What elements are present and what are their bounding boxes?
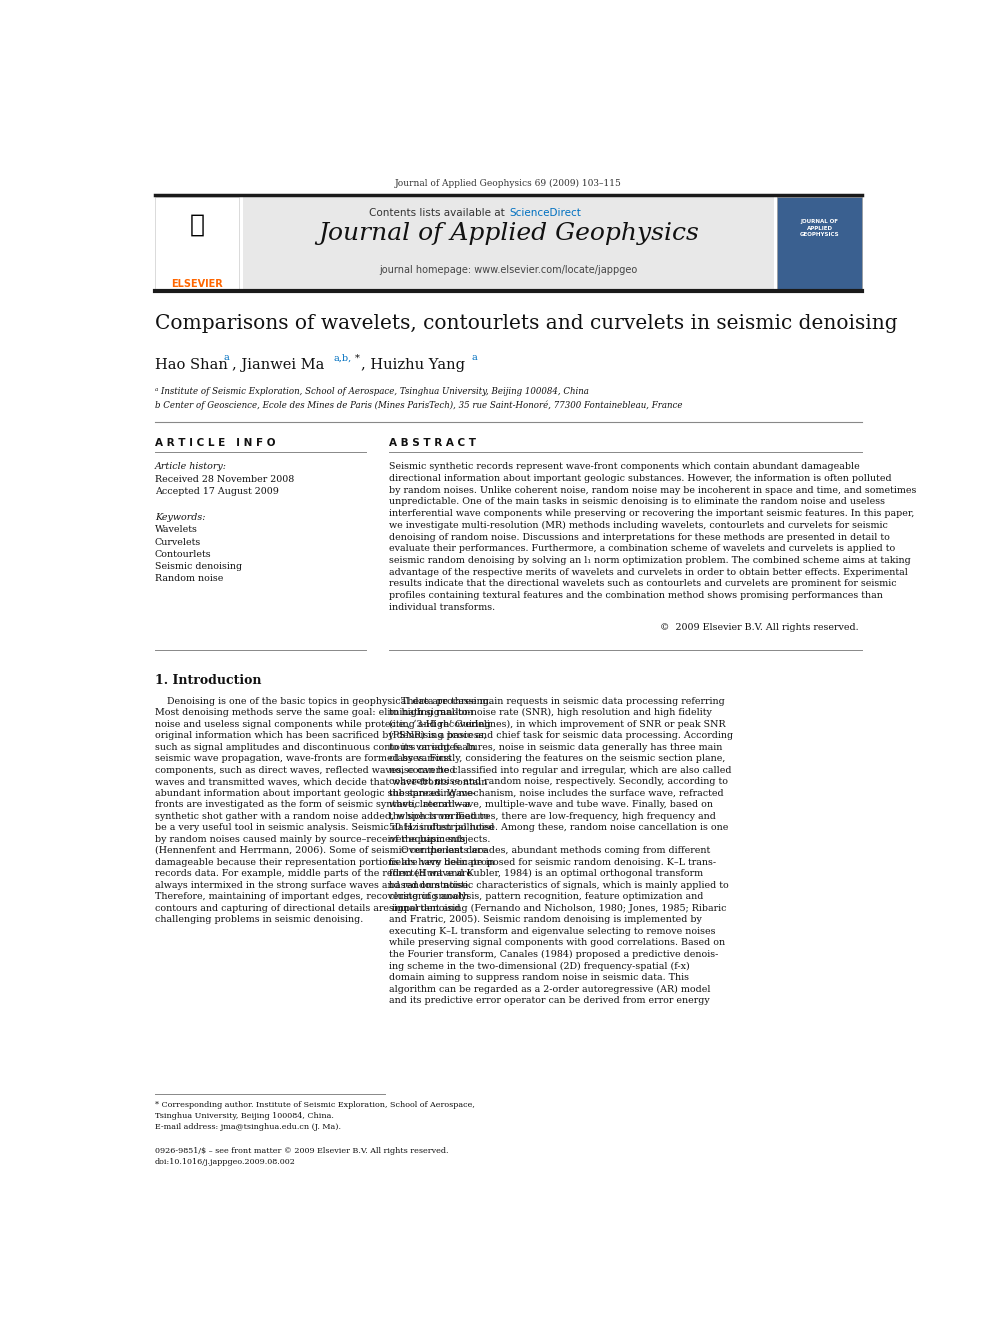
Text: , Jianwei Ma: , Jianwei Ma bbox=[231, 359, 324, 373]
Text: ScienceDirect: ScienceDirect bbox=[509, 208, 581, 218]
Text: (i.e., ‘3-High’ Guidelines), in which improvement of SNR or peak SNR: (i.e., ‘3-High’ Guidelines), in which im… bbox=[389, 720, 726, 729]
Text: damageable because their representation portions are very delicate in: damageable because their representation … bbox=[155, 857, 495, 867]
Text: a: a bbox=[224, 353, 230, 363]
Text: fields have been proposed for seismic random denoising. K–L trans-: fields have been proposed for seismic ra… bbox=[389, 857, 716, 867]
Text: based on statistic characteristics of signals, which is mainly applied to: based on statistic characteristics of si… bbox=[389, 881, 729, 890]
Text: coherent noise and random noise, respectively. Secondly, according to: coherent noise and random noise, respect… bbox=[389, 777, 728, 786]
Text: Hao Shan: Hao Shan bbox=[155, 359, 227, 373]
Text: Journal of Applied Geophysics: Journal of Applied Geophysics bbox=[318, 222, 698, 245]
Text: JOURNAL OF
APPLIED
GEOPHYSICS: JOURNAL OF APPLIED GEOPHYSICS bbox=[800, 218, 839, 237]
Text: the Fourier transform, Canales (1984) proposed a predictive denois-: the Fourier transform, Canales (1984) pr… bbox=[389, 950, 718, 959]
Text: and Fratric, 2005). Seismic random denoising is implemented by: and Fratric, 2005). Seismic random denoi… bbox=[389, 916, 702, 925]
Text: evaluate their performances. Furthermore, a combination scheme of wavelets and c: evaluate their performances. Furthermore… bbox=[389, 544, 896, 553]
Text: A B S T R A C T: A B S T R A C T bbox=[389, 438, 476, 448]
Text: (Hennenfent and Herrmann, 2006). Some of seismic components are: (Hennenfent and Herrmann, 2006). Some of… bbox=[155, 847, 487, 856]
Text: original information which has been sacrificed by denoising process,: original information which has been sacr… bbox=[155, 732, 486, 740]
Text: noise and useless signal components while protecting and recovering: noise and useless signal components whil… bbox=[155, 720, 490, 729]
Text: we investigate multi-resolution (MR) methods including wavelets, contourlets and: we investigate multi-resolution (MR) met… bbox=[389, 521, 888, 531]
Text: abundant information about important geologic substances. Wave-: abundant information about important geo… bbox=[155, 789, 475, 798]
Text: ©  2009 Elsevier B.V. All rights reserved.: © 2009 Elsevier B.V. All rights reserved… bbox=[660, 623, 858, 632]
Text: ᵃ Institute of Seismic Exploration, School of Aerospace, Tsinghua University, Be: ᵃ Institute of Seismic Exploration, Scho… bbox=[155, 386, 588, 396]
Text: Journal of Applied Geophysics 69 (2009) 103–115: Journal of Applied Geophysics 69 (2009) … bbox=[395, 179, 622, 188]
Text: , Huizhu Yang: , Huizhu Yang bbox=[361, 359, 465, 373]
Text: Contents lists available at: Contents lists available at bbox=[369, 208, 508, 218]
Text: Received 28 November 2008: Received 28 November 2008 bbox=[155, 475, 294, 484]
Text: waves and transmitted waves, which decide that wave-fronts contain: waves and transmitted waves, which decid… bbox=[155, 777, 487, 786]
Text: fronts are investigated as the form of seismic synthetic record—a: fronts are investigated as the form of s… bbox=[155, 800, 470, 810]
FancyBboxPatch shape bbox=[155, 197, 239, 290]
Text: such as signal amplitudes and discontinuous contours or edges. In: such as signal amplitudes and discontinu… bbox=[155, 742, 475, 751]
Text: seismic wave propagation, wave-fronts are formed by various: seismic wave propagation, wave-fronts ar… bbox=[155, 754, 451, 763]
Text: noise can be classified into regular and irregular, which are also called: noise can be classified into regular and… bbox=[389, 766, 732, 775]
Text: domain aiming to suppress random noise in seismic data. This: domain aiming to suppress random noise i… bbox=[389, 972, 689, 982]
Text: Over the last decades, abundant methods coming from different: Over the last decades, abundant methods … bbox=[389, 847, 710, 855]
Text: Tsinghua University, Beijing 100084, China.: Tsinghua University, Beijing 100084, Chi… bbox=[155, 1113, 333, 1121]
Text: and its predictive error operator can be derived from error energy: and its predictive error operator can be… bbox=[389, 996, 710, 1005]
Text: always intermixed in the strong surface waves and random noise.: always intermixed in the strong surface … bbox=[155, 881, 471, 890]
Text: clustering analysis, pattern recognition, feature optimization and: clustering analysis, pattern recognition… bbox=[389, 892, 703, 901]
FancyBboxPatch shape bbox=[778, 197, 862, 290]
Text: doi:10.1016/j.jappgeo.2009.08.002: doi:10.1016/j.jappgeo.2009.08.002 bbox=[155, 1158, 296, 1166]
Text: to its variant features, noise in seismic data generally has three main: to its variant features, noise in seismi… bbox=[389, 742, 722, 751]
Text: * Corresponding author. Institute of Seismic Exploration, School of Aerospace,: * Corresponding author. Institute of Sei… bbox=[155, 1101, 474, 1109]
Text: 50 Hz industrial noise. Among these, random noise cancellation is one: 50 Hz industrial noise. Among these, ran… bbox=[389, 823, 728, 832]
Text: b Center of Geoscience, Ecole des Mines de Paris (Mines ParisTech), 35 rue Saint: b Center of Geoscience, Ecole des Mines … bbox=[155, 400, 682, 410]
Text: Keywords:: Keywords: bbox=[155, 513, 205, 523]
Text: Therefore, maintaining of important edges, recovering of smooth: Therefore, maintaining of important edge… bbox=[155, 892, 468, 901]
Text: the spectrum features, there are low-frequency, high frequency and: the spectrum features, there are low-fre… bbox=[389, 812, 716, 820]
Text: Seismic synthetic records represent wave-front components which contain abundant: Seismic synthetic records represent wave… bbox=[389, 462, 860, 471]
Text: directional information about important geologic substances. However, the inform: directional information about important … bbox=[389, 474, 892, 483]
Text: Contourlets: Contourlets bbox=[155, 550, 211, 558]
Text: while preserving signal components with good correlations. Based on: while preserving signal components with … bbox=[389, 938, 725, 947]
Text: synthetic shot gather with a random noise added, which is verified to: synthetic shot gather with a random nois… bbox=[155, 812, 489, 820]
Text: Denoising is one of the basic topics in geophysical data processing.: Denoising is one of the basic topics in … bbox=[155, 697, 492, 705]
Text: individual transforms.: individual transforms. bbox=[389, 603, 495, 613]
Text: wave, lateral wave, multiple-wave and tube wave. Finally, based on: wave, lateral wave, multiple-wave and tu… bbox=[389, 800, 713, 810]
Text: 🌳: 🌳 bbox=[189, 213, 204, 237]
Text: interferential wave components while preserving or recovering the important seis: interferential wave components while pre… bbox=[389, 509, 915, 519]
Text: A R T I C L E   I N F O: A R T I C L E I N F O bbox=[155, 438, 275, 448]
Text: executing K–L transform and eigenvalue selecting to remove noises: executing K–L transform and eigenvalue s… bbox=[389, 927, 716, 935]
Text: *: * bbox=[355, 353, 359, 363]
Text: signal denoising (Fernando and Nicholson, 1980; Jones, 1985; Ribaric: signal denoising (Fernando and Nicholson… bbox=[389, 904, 727, 913]
FancyBboxPatch shape bbox=[243, 197, 774, 290]
Text: journal homepage: www.elsevier.com/locate/jappgeo: journal homepage: www.elsevier.com/locat… bbox=[379, 265, 638, 275]
Text: ELSEVIER: ELSEVIER bbox=[172, 279, 223, 288]
Text: components, such as direct waves, reflected waves, converted: components, such as direct waves, reflec… bbox=[155, 766, 455, 775]
Text: algorithm can be regarded as a 2-order autoregressive (AR) model: algorithm can be regarded as a 2-order a… bbox=[389, 984, 710, 994]
Text: Random noise: Random noise bbox=[155, 574, 223, 583]
Text: 0926-9851/$ – see front matter © 2009 Elsevier B.V. All rights reserved.: 0926-9851/$ – see front matter © 2009 El… bbox=[155, 1147, 448, 1155]
Text: 1. Introduction: 1. Introduction bbox=[155, 675, 261, 687]
Text: form (Hunt and Kubler, 1984) is an optimal orthogonal transform: form (Hunt and Kubler, 1984) is an optim… bbox=[389, 869, 703, 878]
Text: Accepted 17 August 2009: Accepted 17 August 2009 bbox=[155, 487, 279, 496]
Text: Comparisons of wavelets, contourlets and curvelets in seismic denoising: Comparisons of wavelets, contourlets and… bbox=[155, 314, 898, 332]
Text: be a very useful tool in seismic analysis. Seismic data is often polluted: be a very useful tool in seismic analysi… bbox=[155, 823, 494, 832]
Text: denoising of random noise. Discussions and interpretations for these methods are: denoising of random noise. Discussions a… bbox=[389, 533, 890, 541]
Text: profiles containing textural features and the combination method shows promising: profiles containing textural features an… bbox=[389, 591, 883, 601]
Text: classes. Firstly, considering the features on the seismic section plane,: classes. Firstly, considering the featur… bbox=[389, 754, 725, 763]
Text: (PSNR) is a basic and chief task for seismic data processing. According: (PSNR) is a basic and chief task for sei… bbox=[389, 732, 733, 741]
Text: to high signal-to-noise rate (SNR), high resolution and high fidelity: to high signal-to-noise rate (SNR), high… bbox=[389, 708, 712, 717]
Text: a: a bbox=[471, 353, 477, 363]
Text: There are three main requests in seismic data processing referring: There are three main requests in seismic… bbox=[389, 697, 725, 705]
Text: seismic random denoising by solving an l₁ norm optimization problem. The combine: seismic random denoising by solving an l… bbox=[389, 556, 911, 565]
Text: by random noises caused mainly by source–receiver equipments: by random noises caused mainly by source… bbox=[155, 835, 465, 844]
Text: the spreading mechanism, noise includes the surface wave, refracted: the spreading mechanism, noise includes … bbox=[389, 789, 724, 798]
Text: advantage of the respective merits of wavelets and curvelets in order to obtain : advantage of the respective merits of wa… bbox=[389, 568, 908, 577]
Text: unpredictable. One of the main tasks in seismic denoising is to eliminate the ra: unpredictable. One of the main tasks in … bbox=[389, 497, 885, 507]
Text: ing scheme in the two-dimensional (2D) frequency-spatial (f-x): ing scheme in the two-dimensional (2D) f… bbox=[389, 962, 690, 971]
Text: challenging problems in seismic denoising.: challenging problems in seismic denoisin… bbox=[155, 916, 363, 925]
Text: Wavelets: Wavelets bbox=[155, 525, 197, 534]
Text: results indicate that the directional wavelets such as contourlets and curvelets: results indicate that the directional wa… bbox=[389, 579, 897, 589]
Text: by random noises. Unlike coherent noise, random noise may be incoherent in space: by random noises. Unlike coherent noise,… bbox=[389, 486, 917, 495]
Text: Curvelets: Curvelets bbox=[155, 537, 201, 546]
Text: of the basic subjects.: of the basic subjects. bbox=[389, 835, 491, 844]
Text: contours and capturing of directional details are important and: contours and capturing of directional de… bbox=[155, 904, 460, 913]
Text: Seismic denoising: Seismic denoising bbox=[155, 562, 242, 572]
Text: records data. For example, middle parts of the reflected wave are: records data. For example, middle parts … bbox=[155, 869, 472, 878]
Text: Most denoising methods serve the same goal: eliminating random: Most denoising methods serve the same go… bbox=[155, 708, 473, 717]
Text: a,b,: a,b, bbox=[333, 353, 351, 363]
Text: E-mail address: jma@tsinghua.edu.cn (J. Ma).: E-mail address: jma@tsinghua.edu.cn (J. … bbox=[155, 1123, 341, 1131]
Text: Article history:: Article history: bbox=[155, 462, 227, 471]
